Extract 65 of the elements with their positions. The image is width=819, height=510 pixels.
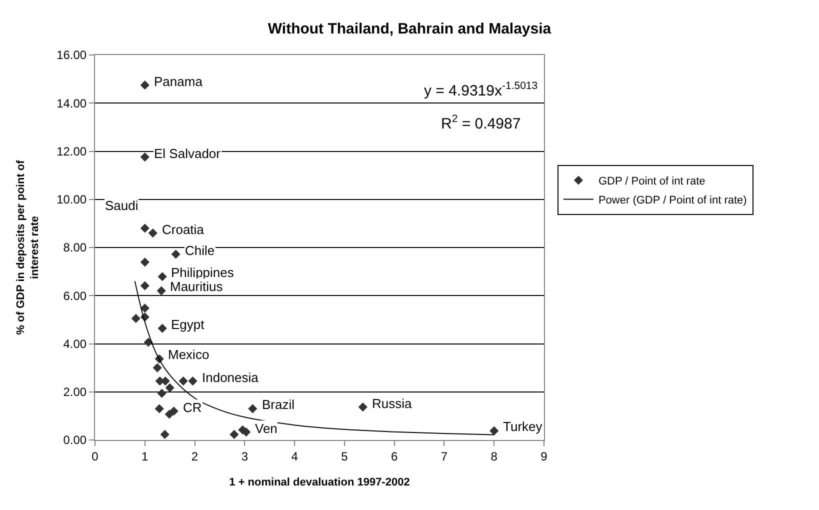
- point: [165, 383, 174, 392]
- y-tick-label: 12.00: [56, 144, 87, 158]
- annotation: Brazil: [262, 397, 295, 412]
- point: [160, 430, 170, 440]
- y-tick-label: 4.00: [63, 336, 87, 351]
- annotation: Ven: [255, 421, 278, 436]
- annotation: Russia: [372, 396, 413, 411]
- annotation: CR: [183, 400, 202, 415]
- annotation: Chile: [185, 243, 215, 258]
- y-tick-label: 14.00: [56, 96, 87, 110]
- annotation: Egypt: [171, 317, 205, 332]
- point: [169, 406, 178, 416]
- point: [154, 404, 164, 414]
- y-tick-label: 8.00: [63, 240, 87, 255]
- annotation: Turkey: [503, 419, 543, 434]
- x-tick-label: 3: [241, 449, 248, 464]
- point: [171, 250, 180, 259]
- point: [140, 304, 150, 313]
- x-tick-label: 2: [191, 449, 198, 464]
- annotation: El Salvador: [154, 146, 222, 161]
- point: [140, 258, 150, 267]
- legend-label: Power (GDP / Point of int rate): [598, 194, 747, 207]
- point: [131, 314, 140, 324]
- point: [140, 80, 150, 90]
- point: [140, 281, 150, 290]
- y-axis-title: % of GDP in deposits per point of interest rate: [14, 160, 42, 335]
- point: [157, 388, 166, 398]
- point: [188, 376, 198, 386]
- point: [490, 426, 499, 436]
- annotation: y = 4.9319x$^{-1.5013}$: [424, 80, 538, 100]
- x-tick-label: 0: [92, 449, 99, 464]
- x-tick-label: 7: [440, 449, 448, 464]
- annotation: Panama: [154, 74, 204, 89]
- point: [158, 324, 167, 333]
- x-tick-label: 5: [341, 449, 348, 464]
- x-tick-label: 1: [142, 449, 149, 464]
- x-tick-label: 4: [291, 449, 298, 464]
- point: [178, 376, 188, 386]
- annotation: R$^{2}$ = 0.4987: [441, 113, 521, 132]
- point: [156, 286, 166, 296]
- point: [358, 402, 368, 412]
- y-tick-label: 0.00: [63, 433, 87, 448]
- x-tick-label: 9: [540, 449, 548, 464]
- annotation: Croatia: [162, 222, 205, 237]
- point: [152, 363, 162, 372]
- point: [230, 430, 239, 440]
- annotation: Mexico: [168, 347, 210, 362]
- y-tick-label: 6.00: [63, 288, 87, 303]
- legend-label: GDP / Point of int rate: [598, 176, 706, 188]
- annotation: Philippines: [171, 265, 234, 280]
- x-axis-title: 1 + nominal devaluation 1997-2002: [229, 476, 410, 489]
- point: [148, 228, 158, 238]
- annotation: Indonesia: [202, 370, 260, 385]
- chart-title: Without Thailand, Bahrain and Malaysia: [268, 20, 552, 38]
- y-tick-label: 2.00: [63, 385, 87, 400]
- y-tick-label: 10.00: [56, 192, 87, 207]
- point: [140, 152, 150, 162]
- point: [158, 272, 167, 282]
- point: [248, 404, 258, 414]
- annotation: Saudi: [105, 198, 138, 213]
- annotation: Mauritius: [170, 279, 224, 294]
- x-tick-label: 8: [490, 449, 498, 464]
- point: [140, 224, 150, 233]
- x-tick-label: 6: [390, 449, 398, 464]
- y-tick-label: 16.00: [56, 48, 87, 62]
